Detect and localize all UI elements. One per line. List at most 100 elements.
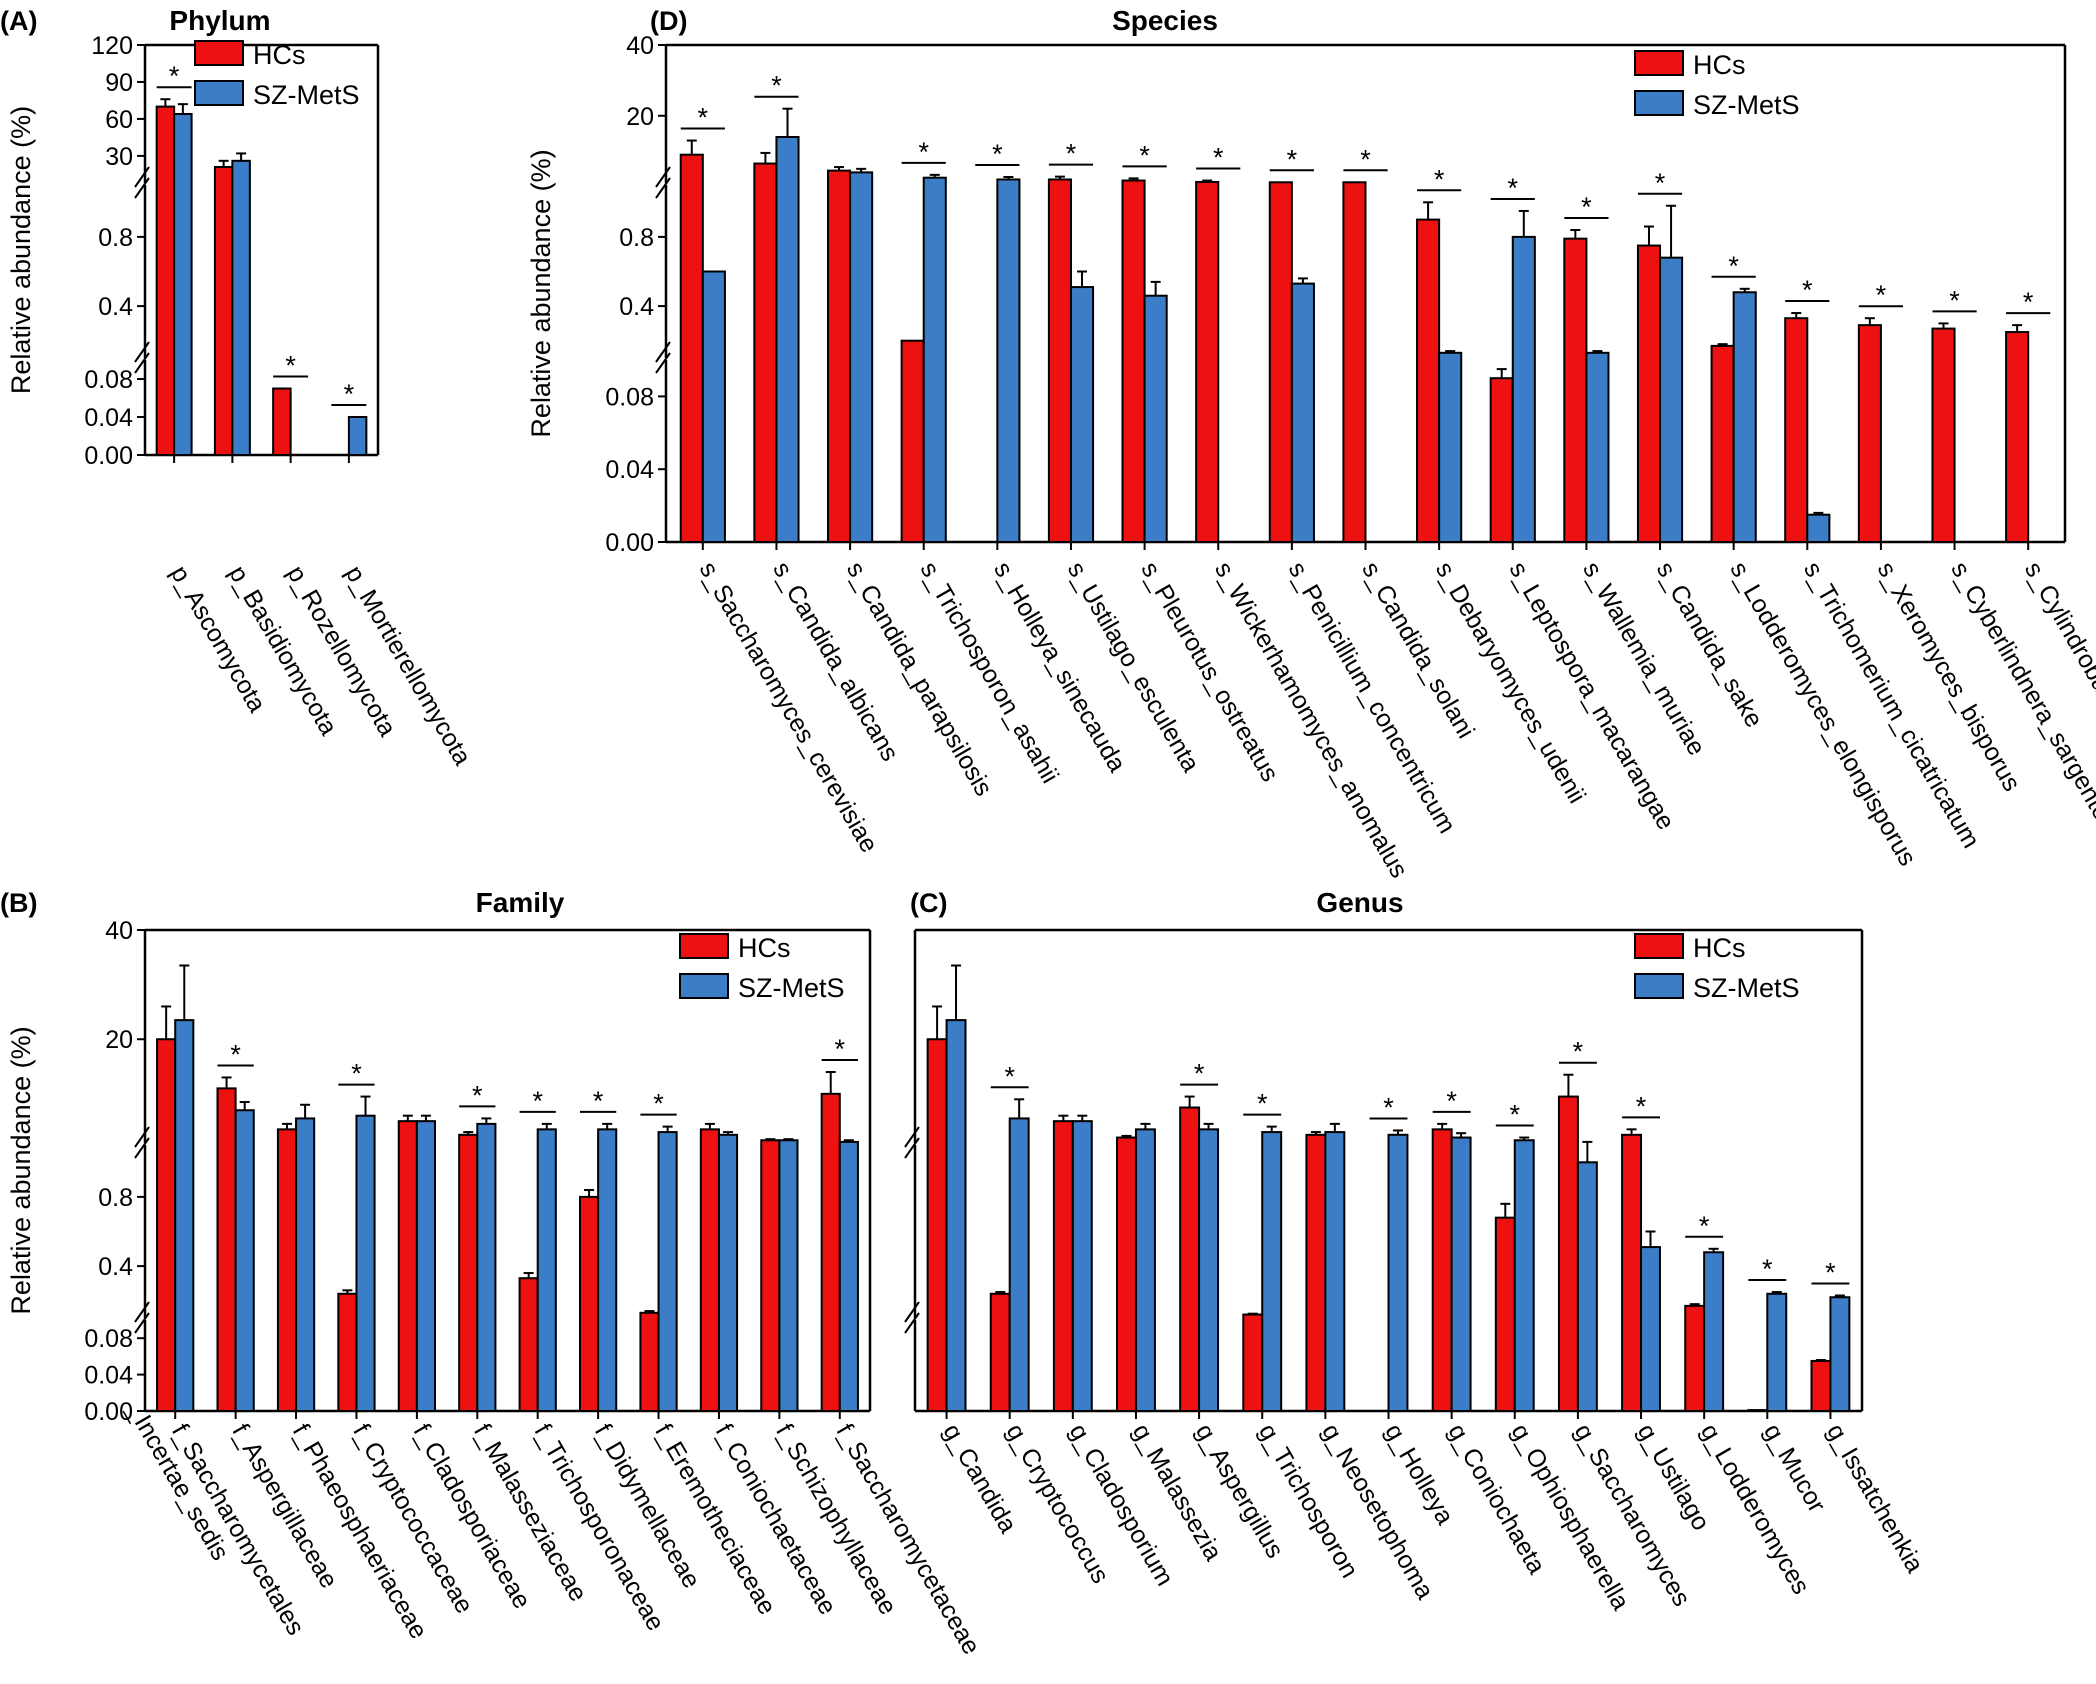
y-axis-label: Relative abundance (%) xyxy=(6,106,36,394)
y-tick-label: 40 xyxy=(626,32,654,60)
significance-star: * xyxy=(2023,287,2034,317)
bar-hcs xyxy=(699,1128,720,1413)
bar-hcs xyxy=(272,387,292,456)
significance-star: * xyxy=(1004,1061,1015,1091)
significance-star: * xyxy=(1446,1086,1457,1116)
bar-szmets xyxy=(996,178,1021,543)
bar-szmets xyxy=(775,136,800,543)
significance-star: * xyxy=(1434,164,1445,194)
bar-hcs xyxy=(155,105,176,456)
panel-title: Genus xyxy=(1316,887,1403,918)
bar-szmets xyxy=(295,1117,316,1413)
significance-star: * xyxy=(1139,140,1150,170)
y-tick-label: 30 xyxy=(105,143,133,171)
bar-hcs xyxy=(1121,179,1146,543)
category-label: g_Saccharomyces xyxy=(1569,1419,1696,1611)
bar-szmets xyxy=(1703,1251,1725,1413)
bar-hcs xyxy=(518,1277,539,1412)
bar-hcs xyxy=(337,1292,358,1413)
axis-break-mark xyxy=(134,1137,150,1159)
y-tick-label: 120 xyxy=(91,32,133,60)
significance-star: * xyxy=(1573,1037,1584,1067)
bar-szmets xyxy=(597,1128,618,1413)
bar-hcs xyxy=(1684,1304,1706,1413)
significance-star: * xyxy=(1699,1211,1710,1241)
bar-hcs xyxy=(989,1292,1011,1413)
significance-star: * xyxy=(992,139,1003,169)
bar-hcs xyxy=(156,1038,177,1412)
bar-hcs xyxy=(1242,1313,1264,1413)
bar-szmets xyxy=(778,1139,799,1413)
y-tick-label: 0.4 xyxy=(98,293,133,321)
panel-title: Species xyxy=(1112,5,1218,36)
significance-star: * xyxy=(1213,143,1224,173)
y-tick-label: 20 xyxy=(105,1026,133,1054)
bar-hcs xyxy=(1052,1120,1074,1412)
bar-szmets xyxy=(1261,1131,1283,1412)
significance-star: * xyxy=(1360,144,1371,174)
bar-szmets xyxy=(1585,351,1610,543)
bar-szmets xyxy=(1324,1131,1346,1412)
bar-hcs xyxy=(1857,324,1882,543)
panel-a: (A) Phylum 0.00 0.04 0.08 0.4 0.8 30 60 90 120 Rela… xyxy=(0,5,477,770)
bar-hcs xyxy=(1268,181,1293,544)
axis-break-mark xyxy=(904,1126,920,1148)
panel-c: (C) Genusg_Candida*g_Cryptococcusg_Clados… xyxy=(904,887,1929,1615)
bar-hcs xyxy=(900,339,925,544)
axis-break-mark xyxy=(655,166,671,188)
bar-hcs xyxy=(1179,1106,1201,1412)
bar-hcs xyxy=(458,1133,479,1413)
significance-star: * xyxy=(1655,168,1666,198)
bar-szmets xyxy=(1576,1161,1598,1413)
category-label: g_Ophiosphaerella xyxy=(1506,1419,1635,1615)
axis-break-mark xyxy=(904,1312,920,1334)
bar-hcs xyxy=(1494,1216,1516,1413)
bar-hcs xyxy=(1431,1128,1453,1413)
significance-star: * xyxy=(1636,1091,1647,1121)
bar-szmets xyxy=(945,1019,967,1412)
significance-star: * xyxy=(593,1086,604,1116)
bar-szmets xyxy=(1143,294,1168,543)
bar-hcs xyxy=(1563,237,1588,543)
significance-star: * xyxy=(1581,192,1592,222)
legend-label: SZ-MetS xyxy=(738,973,845,1003)
legend-label: HCs xyxy=(1693,933,1746,963)
y-tick-label: 0.08 xyxy=(605,383,654,411)
bar-hcs xyxy=(1710,344,1735,544)
panel-b: (B) Family 0.00 0.04 0.08 0.4 0.8 20 40 Relative … xyxy=(0,887,985,1659)
bar-szmets xyxy=(1732,291,1757,544)
panel-label: (A) xyxy=(0,6,37,36)
y-tick-label: 0.04 xyxy=(605,456,654,484)
bar-szmets xyxy=(1198,1128,1220,1413)
significance-star: * xyxy=(1194,1059,1205,1089)
bar-szmets xyxy=(231,159,251,456)
y-tick-label: 0.8 xyxy=(619,224,654,252)
category-label: g_Mucor xyxy=(1758,1419,1831,1517)
significance-star: * xyxy=(698,103,709,133)
panel-title: Phylum xyxy=(169,5,270,36)
significance-star: * xyxy=(653,1089,664,1119)
bar-szmets xyxy=(922,176,947,543)
significance-star: * xyxy=(1762,1254,1773,1284)
legend-label: HCs xyxy=(738,933,791,963)
legend-swatch xyxy=(1634,933,1684,959)
y-tick-label: 0.8 xyxy=(98,1184,133,1212)
axis-break-mark xyxy=(655,341,671,363)
significance-star: * xyxy=(771,71,782,101)
legend-label: SZ-MetS xyxy=(253,80,360,110)
legend-swatch xyxy=(194,40,244,66)
bar-hcs xyxy=(213,165,234,456)
y-tick-label: 40 xyxy=(105,917,133,945)
bar-hcs xyxy=(826,169,852,543)
y-axis-label: Relative abundance (%) xyxy=(526,149,556,437)
bar-szmets xyxy=(1806,513,1831,544)
panel-d: (D) Species 0.00 0.04 0.08 0.4 0.8 20 40 Relative… xyxy=(526,5,2096,883)
panel-title: Family xyxy=(476,887,565,918)
legend-label: HCs xyxy=(253,40,306,70)
significance-star: * xyxy=(1825,1258,1836,1288)
category-label: s_Candida_parapsilosis xyxy=(841,557,998,801)
y-tick-label: 0.4 xyxy=(98,1253,133,1281)
bar-hcs xyxy=(1116,1136,1137,1412)
bar-szmets xyxy=(355,1114,376,1412)
